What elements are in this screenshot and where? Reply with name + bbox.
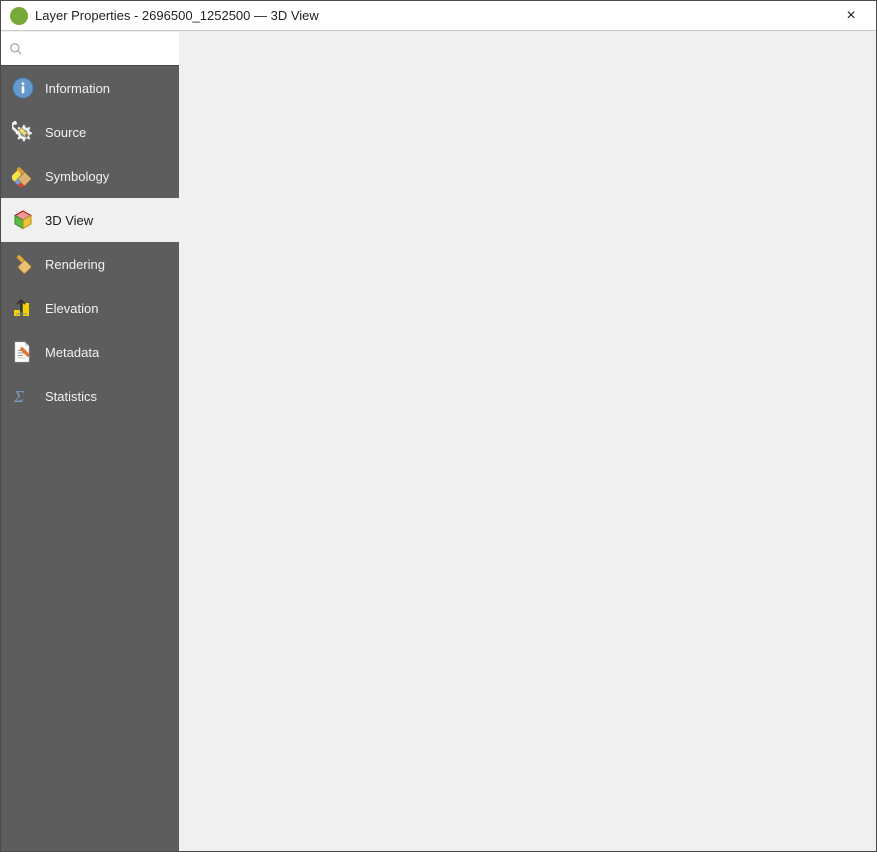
svg-text:Σ: Σ xyxy=(13,387,24,406)
